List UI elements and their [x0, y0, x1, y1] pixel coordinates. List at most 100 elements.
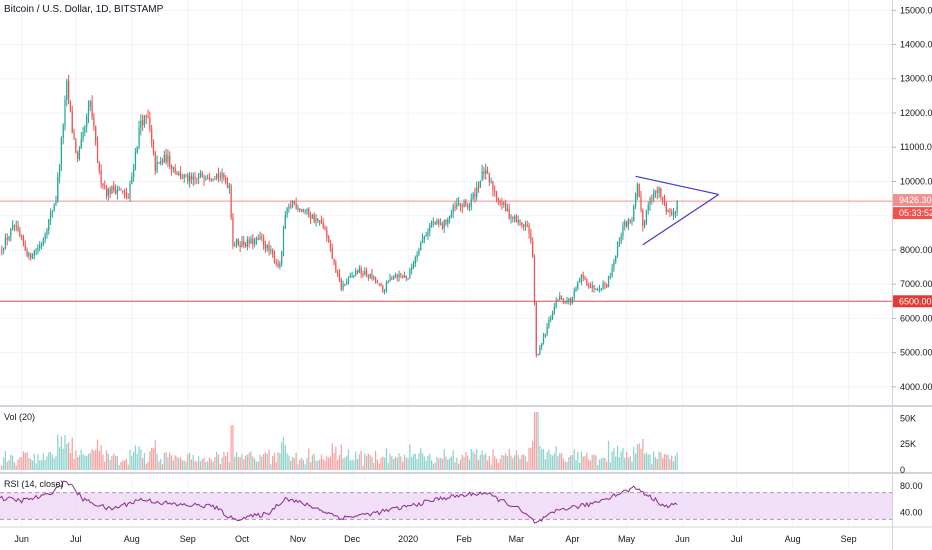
volume-bar — [335, 446, 337, 470]
volume-bar — [98, 450, 100, 470]
volume-bar — [559, 453, 561, 470]
volume-bar — [439, 457, 442, 470]
rsi-series — [0, 480, 678, 524]
chart-title: Bitcoin / U.S. Dollar, 1D, BITSTAMP — [4, 4, 164, 15]
price-tick-label: 4000.00 — [900, 382, 932, 392]
time-tick-label: Dec — [344, 534, 361, 544]
candle-body — [486, 169, 489, 174]
candle-body — [167, 155, 169, 163]
volume-bar — [421, 453, 424, 470]
candle-body — [315, 218, 317, 222]
candle-body — [521, 222, 523, 225]
candle-body — [145, 115, 147, 117]
volume-bar — [506, 456, 509, 470]
candle-body — [86, 115, 88, 127]
candle-body — [393, 276, 395, 279]
candle-body — [402, 275, 404, 278]
candle-body — [458, 203, 460, 205]
candle-body — [436, 220, 438, 224]
volume-bar — [589, 460, 592, 470]
candle-body — [609, 275, 611, 277]
volume-bar — [470, 448, 472, 470]
volume-tick-label: 25K — [900, 439, 916, 449]
candle-body — [230, 185, 232, 218]
volume-bar — [607, 440, 610, 470]
volume-bar — [172, 460, 174, 470]
price-tick-label: 15000.00 — [900, 5, 932, 15]
volume-bar — [120, 461, 122, 470]
volume-bar — [91, 449, 93, 470]
candle-body — [519, 220, 521, 223]
volume-bar — [550, 454, 552, 470]
volume-bar — [671, 455, 673, 470]
volume-bar — [533, 412, 536, 470]
candle-body — [593, 285, 595, 289]
volume-bar — [445, 456, 447, 470]
time-tick-label: Aug — [785, 534, 801, 544]
candle-body — [396, 274, 398, 278]
candle-body — [591, 285, 593, 288]
volume-bar — [77, 457, 79, 470]
candle-body — [374, 276, 377, 283]
candle-body — [286, 208, 288, 215]
volume-bar — [86, 455, 88, 470]
volume-bar — [645, 452, 648, 470]
candle-body — [196, 178, 198, 180]
candle-body — [450, 212, 453, 216]
candle-body — [539, 346, 541, 354]
volume-bar — [165, 451, 167, 470]
volume-bar — [430, 460, 433, 470]
candle-body — [299, 208, 301, 210]
volume-bar — [616, 445, 619, 470]
volume-bar — [104, 461, 106, 470]
volume-bar — [197, 456, 200, 470]
volume-bar — [19, 456, 21, 470]
candle-body — [152, 140, 155, 152]
candle-body — [91, 101, 93, 118]
volume-bar — [255, 461, 258, 470]
candle-body — [588, 285, 590, 287]
candle-body — [120, 188, 122, 191]
candle-body — [324, 227, 326, 231]
time-tick-label: Aug — [124, 534, 140, 544]
volume-bar — [555, 446, 557, 470]
volume-bar — [199, 461, 202, 470]
candle-body — [284, 214, 286, 230]
volume-bar — [248, 452, 250, 470]
candle-body — [51, 211, 53, 213]
candle-body — [6, 237, 8, 240]
candle-body — [577, 282, 579, 289]
candle-body — [160, 161, 162, 163]
volume-bar — [170, 455, 173, 470]
candle-body — [123, 191, 126, 193]
volume-bar — [288, 455, 290, 470]
volume-bar — [244, 455, 247, 470]
volume-bar — [588, 459, 590, 470]
volume-bar — [409, 444, 411, 470]
candle-body — [371, 273, 373, 279]
candle-body — [358, 267, 360, 273]
time-tick-label: May — [618, 534, 636, 544]
volume-bar — [55, 456, 57, 470]
candle-body — [205, 178, 207, 180]
volume-bar — [649, 454, 651, 470]
candle-body — [318, 220, 321, 222]
candle-body — [553, 307, 555, 314]
candle-body — [163, 154, 165, 163]
candle-body — [421, 238, 424, 244]
candle-body — [93, 117, 95, 127]
candle-body — [183, 174, 185, 179]
candle-body — [311, 214, 314, 219]
volume-bar — [429, 453, 431, 470]
candle-body — [147, 116, 149, 118]
candle-body — [380, 284, 382, 287]
volume-bar — [257, 461, 259, 470]
volume-bar — [541, 449, 543, 470]
volume-bar — [178, 458, 180, 470]
candle-body — [528, 225, 530, 234]
volume-bar — [539, 445, 541, 470]
volume-bar — [591, 455, 593, 470]
volume-bar — [125, 458, 128, 470]
volume-bar — [497, 462, 499, 470]
volume-bar — [495, 458, 498, 470]
